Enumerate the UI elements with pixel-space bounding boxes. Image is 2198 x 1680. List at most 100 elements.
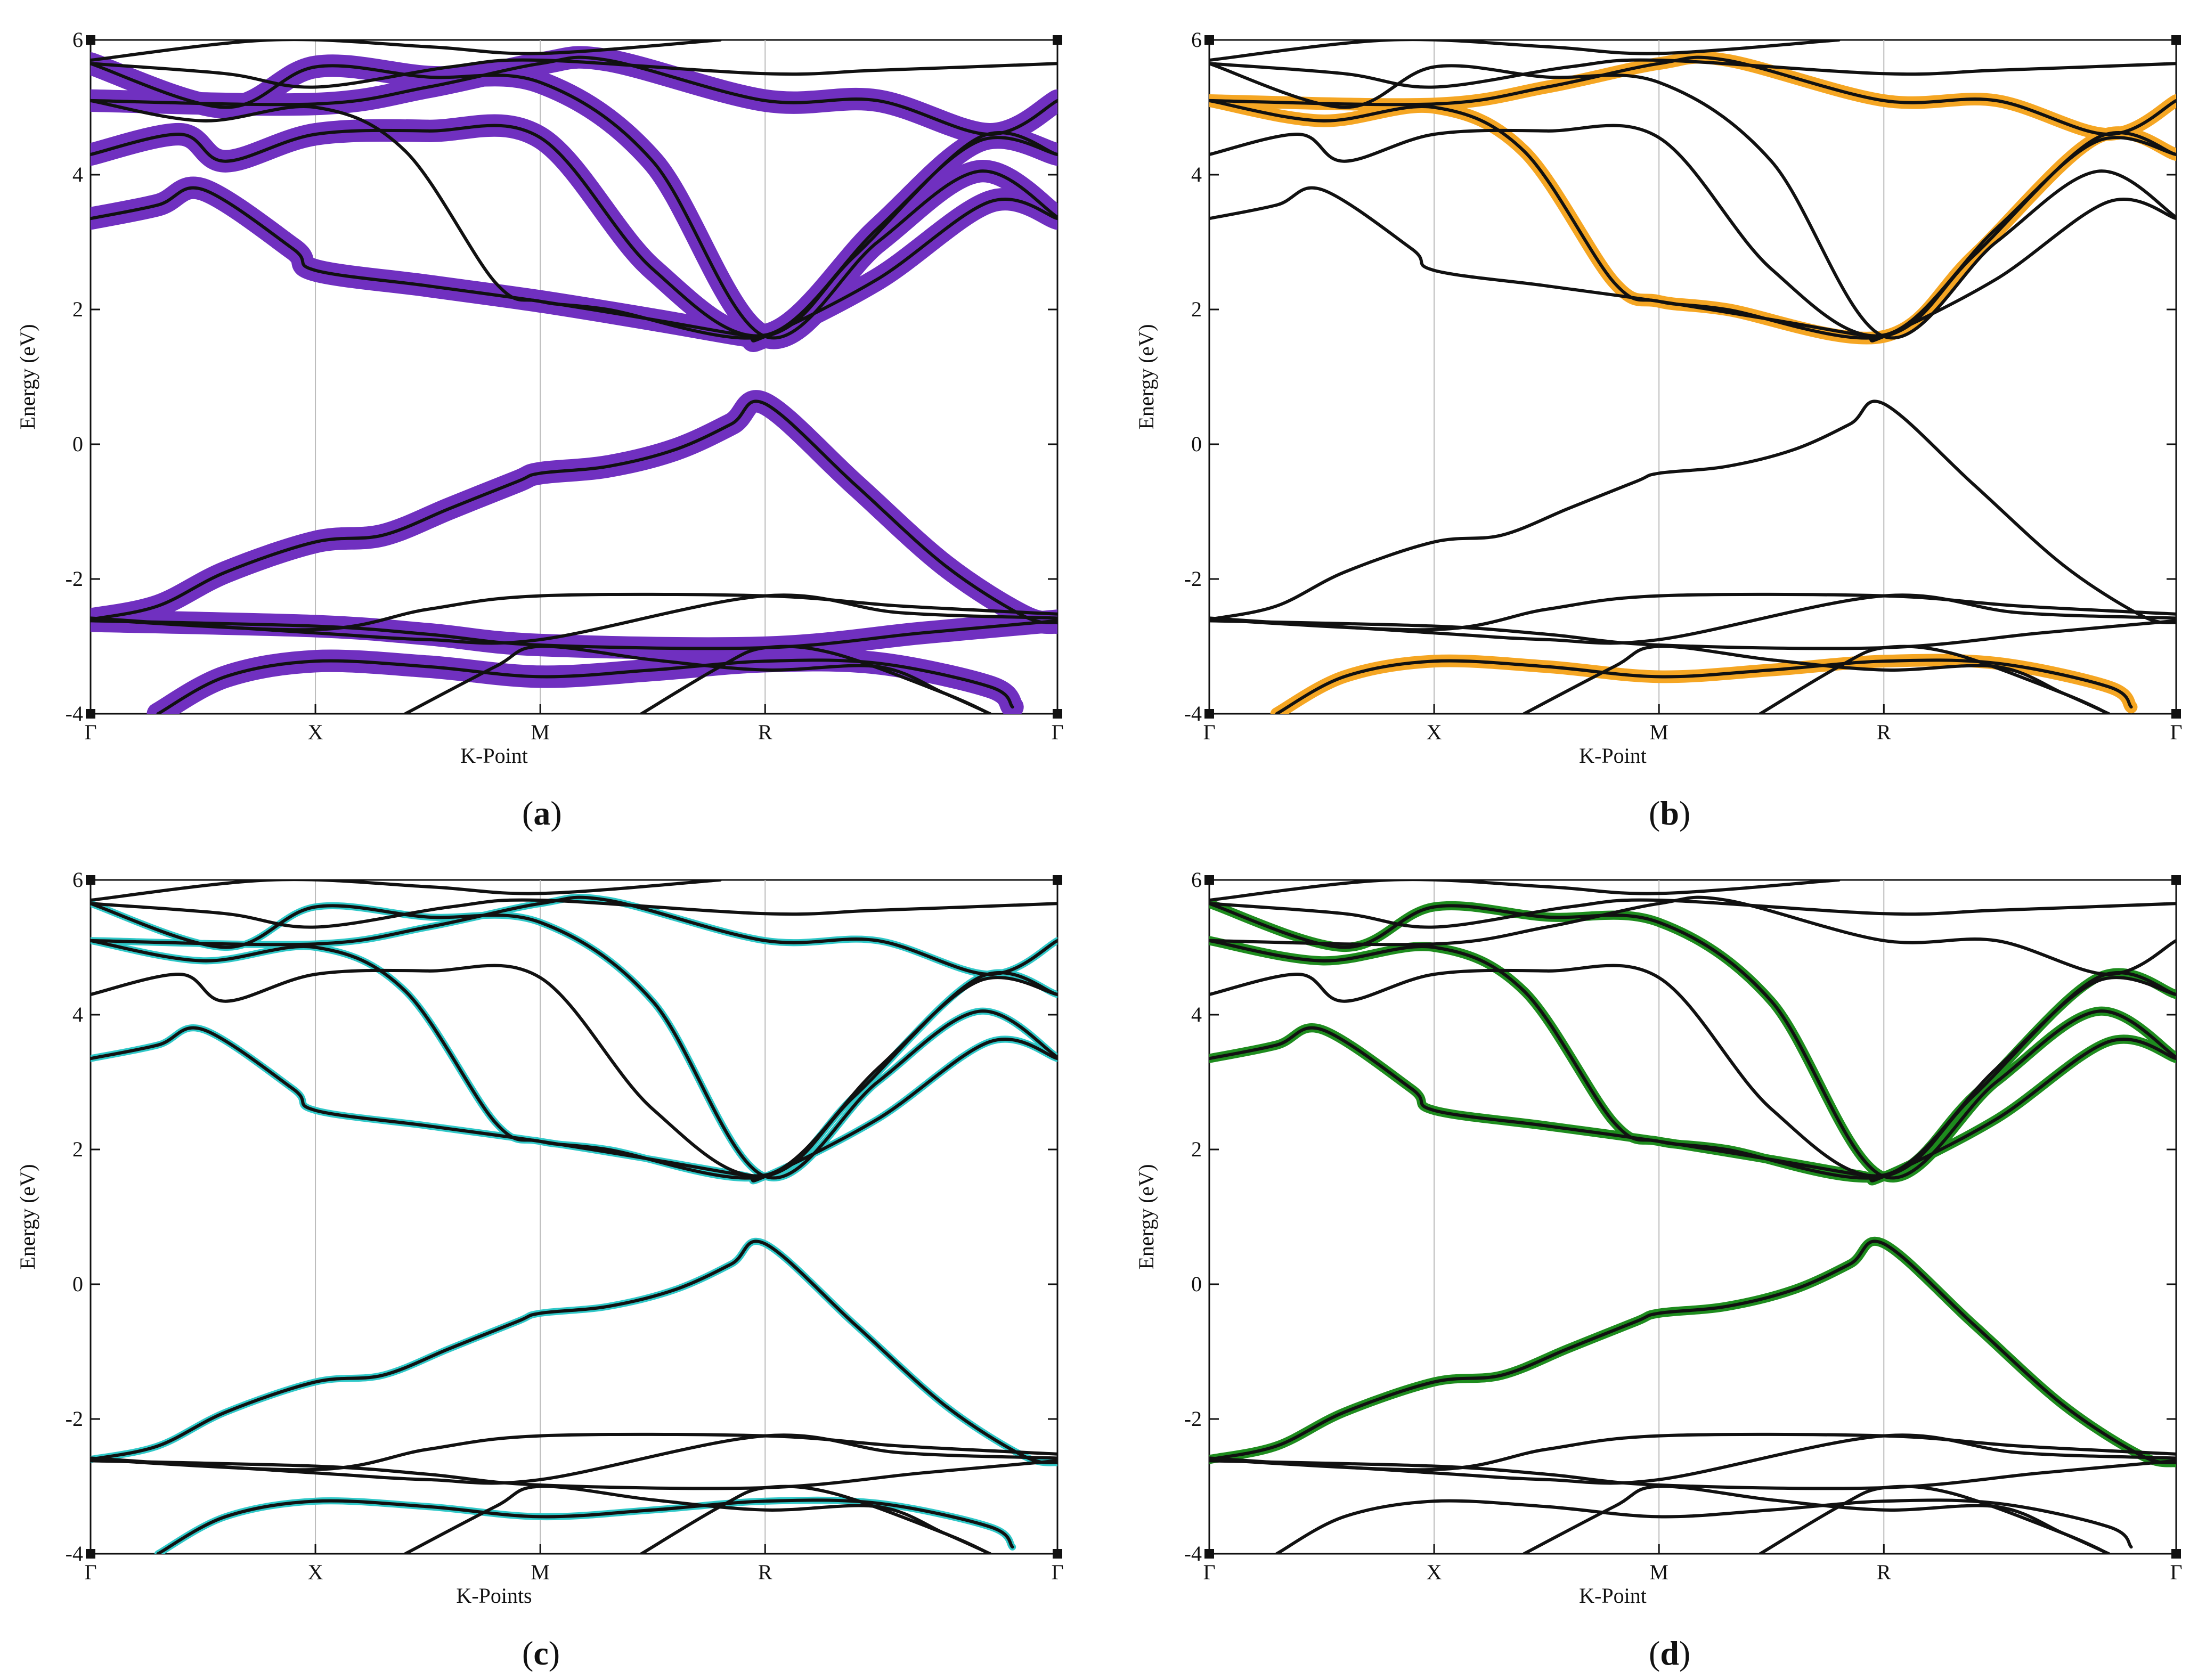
band-upper-b bbox=[1209, 939, 2176, 1180]
y-tick-label: 4 bbox=[1191, 1002, 1202, 1026]
band-dispersive-valence bbox=[1209, 1239, 2176, 1465]
panel-a: 6 4 2 0 -2 -4 Γ X M R Γ K-Point Energy (eV) (a) bbox=[0, 0, 1099, 840]
y-tick-label: -4 bbox=[66, 702, 83, 725]
x-tick-label: R bbox=[1877, 720, 1891, 744]
band-deep-lower bbox=[156, 1498, 1014, 1554]
x-tick-label: M bbox=[531, 720, 550, 744]
band-upper-c bbox=[91, 895, 1057, 976]
band-flat-b bbox=[91, 1432, 1057, 1472]
x-tick-label: X bbox=[308, 720, 323, 744]
y-tick-label: -2 bbox=[66, 567, 83, 591]
band-upper-c bbox=[91, 55, 1057, 136]
highlight-band-dispersive-valence bbox=[91, 1237, 1057, 1466]
band-upper-d bbox=[1209, 898, 2176, 929]
highlight-band-dispersive-valence bbox=[91, 390, 1057, 634]
band-deep-b bbox=[403, 1485, 992, 1554]
x-tick-label: Γ bbox=[2170, 1560, 2182, 1584]
y-axis-title: Energy (eV) bbox=[1134, 1164, 1158, 1269]
y-tick-label: -2 bbox=[66, 1407, 83, 1431]
y-tick-label: 0 bbox=[1191, 1272, 1202, 1296]
y-tick-label: 0 bbox=[72, 432, 83, 456]
band-dispersive-valence bbox=[1209, 399, 2176, 625]
highlight-band-dispersive-valence bbox=[1209, 1236, 2176, 1467]
y-tick-label: 2 bbox=[1191, 297, 1202, 321]
x-axis-title: K-Point bbox=[460, 744, 528, 768]
x-axis-title: K-Point bbox=[1579, 744, 1647, 768]
band-conduction-x bbox=[1209, 902, 2176, 1180]
bands-group bbox=[1209, 40, 2176, 714]
band-high-e bbox=[1209, 40, 1841, 62]
band-upper-b bbox=[91, 939, 1057, 1180]
y-tick-label: 6 bbox=[1191, 28, 1202, 52]
plot-frame bbox=[1208, 879, 2177, 1555]
y-tick-label: 0 bbox=[72, 1272, 83, 1296]
x-tick-label: R bbox=[1877, 1560, 1891, 1584]
x-tick-label: M bbox=[1649, 720, 1668, 744]
y-axis-title: Energy (eV) bbox=[15, 1164, 39, 1269]
x-tick-label: Γ bbox=[1051, 720, 1063, 744]
band-upper-c bbox=[1209, 895, 2176, 976]
band-deep-lower bbox=[156, 658, 1014, 714]
caption-b: (b) bbox=[1649, 794, 1691, 832]
x-axis-title: K-Points bbox=[456, 1584, 532, 1608]
x-tick-label: Γ bbox=[84, 720, 96, 744]
y-tick-label: 6 bbox=[72, 868, 83, 892]
x-tick-label: R bbox=[758, 1560, 772, 1584]
band-flat-c bbox=[1209, 1433, 2176, 1485]
band-conduction-min bbox=[1209, 186, 2176, 342]
y-tick-label: 4 bbox=[72, 1002, 83, 1026]
y-tick-label: 0 bbox=[1191, 432, 1202, 456]
band-conduction-x bbox=[1209, 62, 2176, 340]
y-tick-label: 2 bbox=[72, 297, 83, 321]
highlight-band-upper-b bbox=[1209, 936, 2176, 1183]
x-tick-label: M bbox=[531, 1560, 550, 1584]
band-deep-b bbox=[1522, 1485, 2111, 1554]
y-tick-label: -2 bbox=[1184, 1407, 1202, 1431]
band-deep-c bbox=[1759, 1485, 2111, 1554]
y-tick-label: -4 bbox=[1184, 1542, 1202, 1565]
band-deep-c bbox=[640, 645, 992, 714]
band-flat-c bbox=[91, 593, 1057, 645]
band-deep-b bbox=[403, 645, 992, 714]
band-deep-lower bbox=[1275, 658, 2133, 714]
x-axis-title: K-Point bbox=[1579, 1584, 1647, 1608]
y-tick-label: 6 bbox=[1191, 868, 1202, 892]
band-deep-c bbox=[640, 1485, 992, 1554]
y-tick-label: 4 bbox=[1191, 162, 1202, 186]
y-tick-label: -4 bbox=[1184, 702, 1202, 725]
caption-d: (d) bbox=[1649, 1634, 1691, 1672]
plot-frame bbox=[89, 39, 1059, 715]
x-tick-label: Γ bbox=[84, 1560, 96, 1584]
band-high-e bbox=[1209, 880, 1841, 902]
x-tick-label: X bbox=[1427, 720, 1442, 744]
y-tick-label: 2 bbox=[72, 1137, 83, 1161]
x-tick-label: Γ bbox=[1203, 720, 1215, 744]
band-flat-c bbox=[91, 1433, 1057, 1485]
y-tick-label: 4 bbox=[72, 162, 83, 186]
band-dispersive-valence bbox=[91, 1239, 1057, 1465]
band-dispersive-valence bbox=[91, 399, 1057, 625]
band-high-e bbox=[91, 880, 722, 902]
plot-frame bbox=[1208, 39, 2177, 715]
band-flat-b bbox=[1209, 1432, 2176, 1472]
band-conduction-x bbox=[91, 62, 1057, 340]
y-axis-title: Energy (eV) bbox=[1134, 324, 1158, 429]
caption-c: (c) bbox=[522, 1634, 560, 1672]
band-flat-b bbox=[1209, 592, 2176, 632]
y-tick-label: -2 bbox=[1184, 567, 1202, 591]
band-flat-b bbox=[91, 592, 1057, 632]
band-upper-d bbox=[91, 58, 1057, 89]
x-tick-label: Γ bbox=[2170, 720, 2182, 744]
panel-b: 6 4 2 0 -2 -4 Γ X M R Γ K-Point Energy (eV) (b) bbox=[1119, 0, 2198, 840]
band-upper-d bbox=[91, 898, 1057, 929]
band-flat-c bbox=[1209, 593, 2176, 645]
x-tick-label: R bbox=[758, 720, 772, 744]
panel-d: 6 4 2 0 -2 -4 Γ X M R Γ K-Point Energy (eV) (d) bbox=[1119, 840, 2198, 1680]
bands-group bbox=[91, 40, 1057, 714]
band-upper-c bbox=[1209, 55, 2176, 136]
band-upper-b bbox=[91, 99, 1057, 340]
plot-frame bbox=[89, 879, 1059, 1555]
